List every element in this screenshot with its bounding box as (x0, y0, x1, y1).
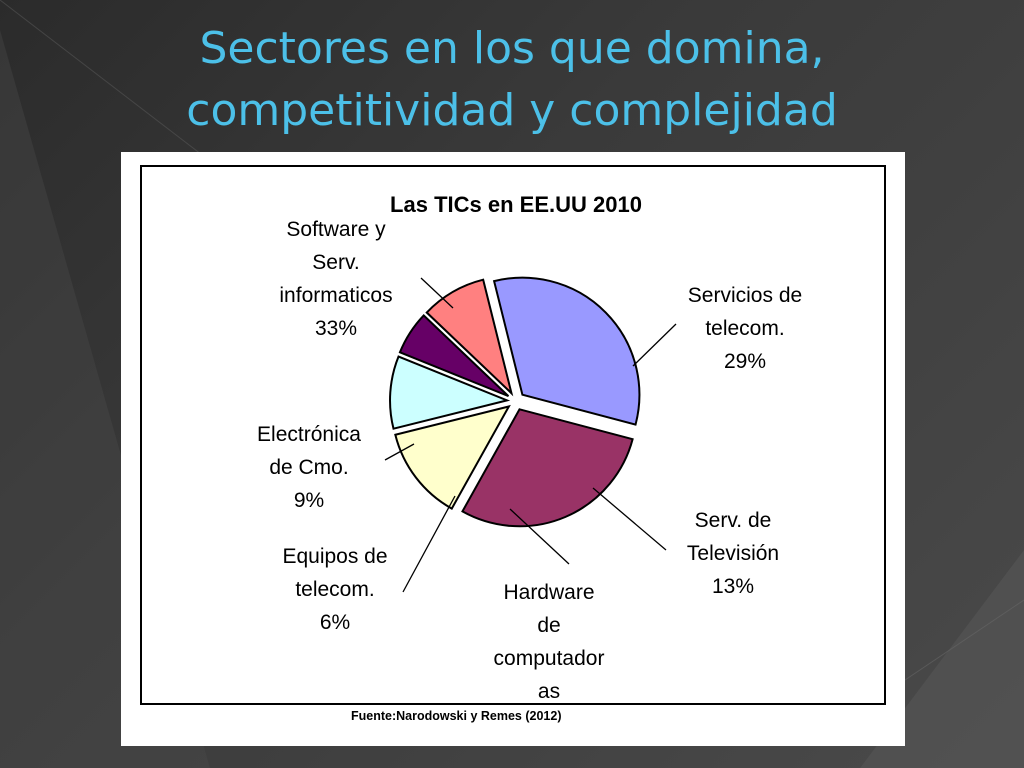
slice-label-4-line-4: as (538, 680, 560, 703)
slice-label-4-line-2: de (537, 614, 560, 637)
slice-label-1-line-2: Serv. (312, 251, 359, 274)
pie-slice-2 (461, 408, 634, 528)
slice-label-3-line-1: Serv. de (695, 509, 772, 532)
slide-title-line-1: Sectores en los que domina, (199, 23, 825, 74)
slice-label-2-line-2: telecom. (705, 317, 784, 340)
slice-label-2-line-1: Servicios de (688, 284, 802, 307)
slice-label-6-line-3: 9% (294, 489, 324, 512)
leader-line-6 (384, 443, 415, 461)
slice-label-3-line-2: Televisión (687, 542, 779, 565)
chart-title: Las TICs en EE.UU 2010 (390, 192, 642, 217)
slice-label-1-line-3: informaticos (279, 284, 392, 307)
slice-label-2-line-3: 29% (724, 350, 766, 373)
pie-slice-5 (398, 314, 510, 398)
pie-slice-3 (394, 404, 511, 510)
slice-label-4-line-3: computador (494, 647, 605, 670)
slice-label-5-line-2: telecom. (295, 578, 374, 601)
slice-label-5-line-3: 6% (320, 611, 350, 634)
slice-label-1-line-4: 33% (315, 317, 357, 340)
leader-line-1 (420, 277, 454, 309)
leader-line-3 (592, 487, 667, 551)
leader-line-2 (632, 323, 677, 367)
slice-label-1-line-1: Software y (286, 218, 386, 241)
slice-label-4-line-1: Hardware (503, 581, 594, 604)
slice-label-6-line-1: Electrónica (257, 423, 361, 446)
chart-source-note: Fuente:Narodowski y Remes (2012) (351, 709, 562, 723)
pie-chart: Software y Serv. informaticos 33% Servicios … (140, 165, 886, 705)
leader-line-5 (402, 495, 456, 593)
leader-line-4 (509, 508, 570, 565)
slice-label-6-line-2: de Cmo. (269, 456, 348, 479)
slide-title-line-2: competitividad y complejidad (186, 85, 838, 136)
pie-slice-4 (389, 355, 511, 430)
pie-slice-1 (492, 276, 641, 426)
chart-image: Software y Serv. informaticos 33% Servicios … (121, 152, 905, 746)
slice-label-3-line-3: 13% (712, 575, 754, 598)
pie-slice-6 (425, 278, 514, 397)
slice-label-5-line-1: Equipos de (282, 545, 387, 568)
